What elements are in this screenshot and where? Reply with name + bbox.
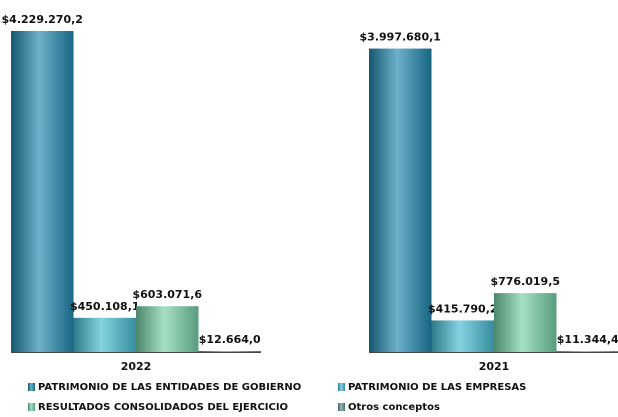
x-tick-label: 2022 <box>121 360 152 373</box>
legend-swatch <box>338 383 345 391</box>
data-label: $450.108,1 <box>70 300 140 313</box>
legend-label: PATRIMONIO DE LAS EMPRESAS <box>348 382 526 393</box>
legend-label: RESULTADOS CONSOLIDADOS DEL EJERCICIO <box>38 402 288 413</box>
data-label: $415.790,2 <box>428 302 498 315</box>
data-label: $12.664,0 <box>199 333 261 346</box>
legend-swatch <box>28 403 35 411</box>
bar <box>198 351 261 352</box>
data-label: $11.344,4 <box>557 333 618 346</box>
x-tick-label: 2021 <box>479 360 510 373</box>
data-label: $3.997.680,1 <box>360 31 441 44</box>
data-label: $776.019,5 <box>490 275 560 288</box>
bar <box>431 320 494 352</box>
legend-label: Otros conceptos <box>348 402 440 413</box>
bar <box>73 317 136 352</box>
bar <box>369 48 432 352</box>
bar <box>136 306 199 352</box>
bar <box>11 31 74 352</box>
bar <box>556 351 618 352</box>
legend-swatch <box>338 403 345 411</box>
bar <box>494 293 557 352</box>
legend-swatch <box>28 383 35 391</box>
data-label: $4.229.270,2 <box>2 13 83 26</box>
data-label: $603.071,6 <box>132 288 202 301</box>
legend-label: PATRIMONIO DE LAS ENTIDADES DE GOBIERNO <box>38 382 301 393</box>
